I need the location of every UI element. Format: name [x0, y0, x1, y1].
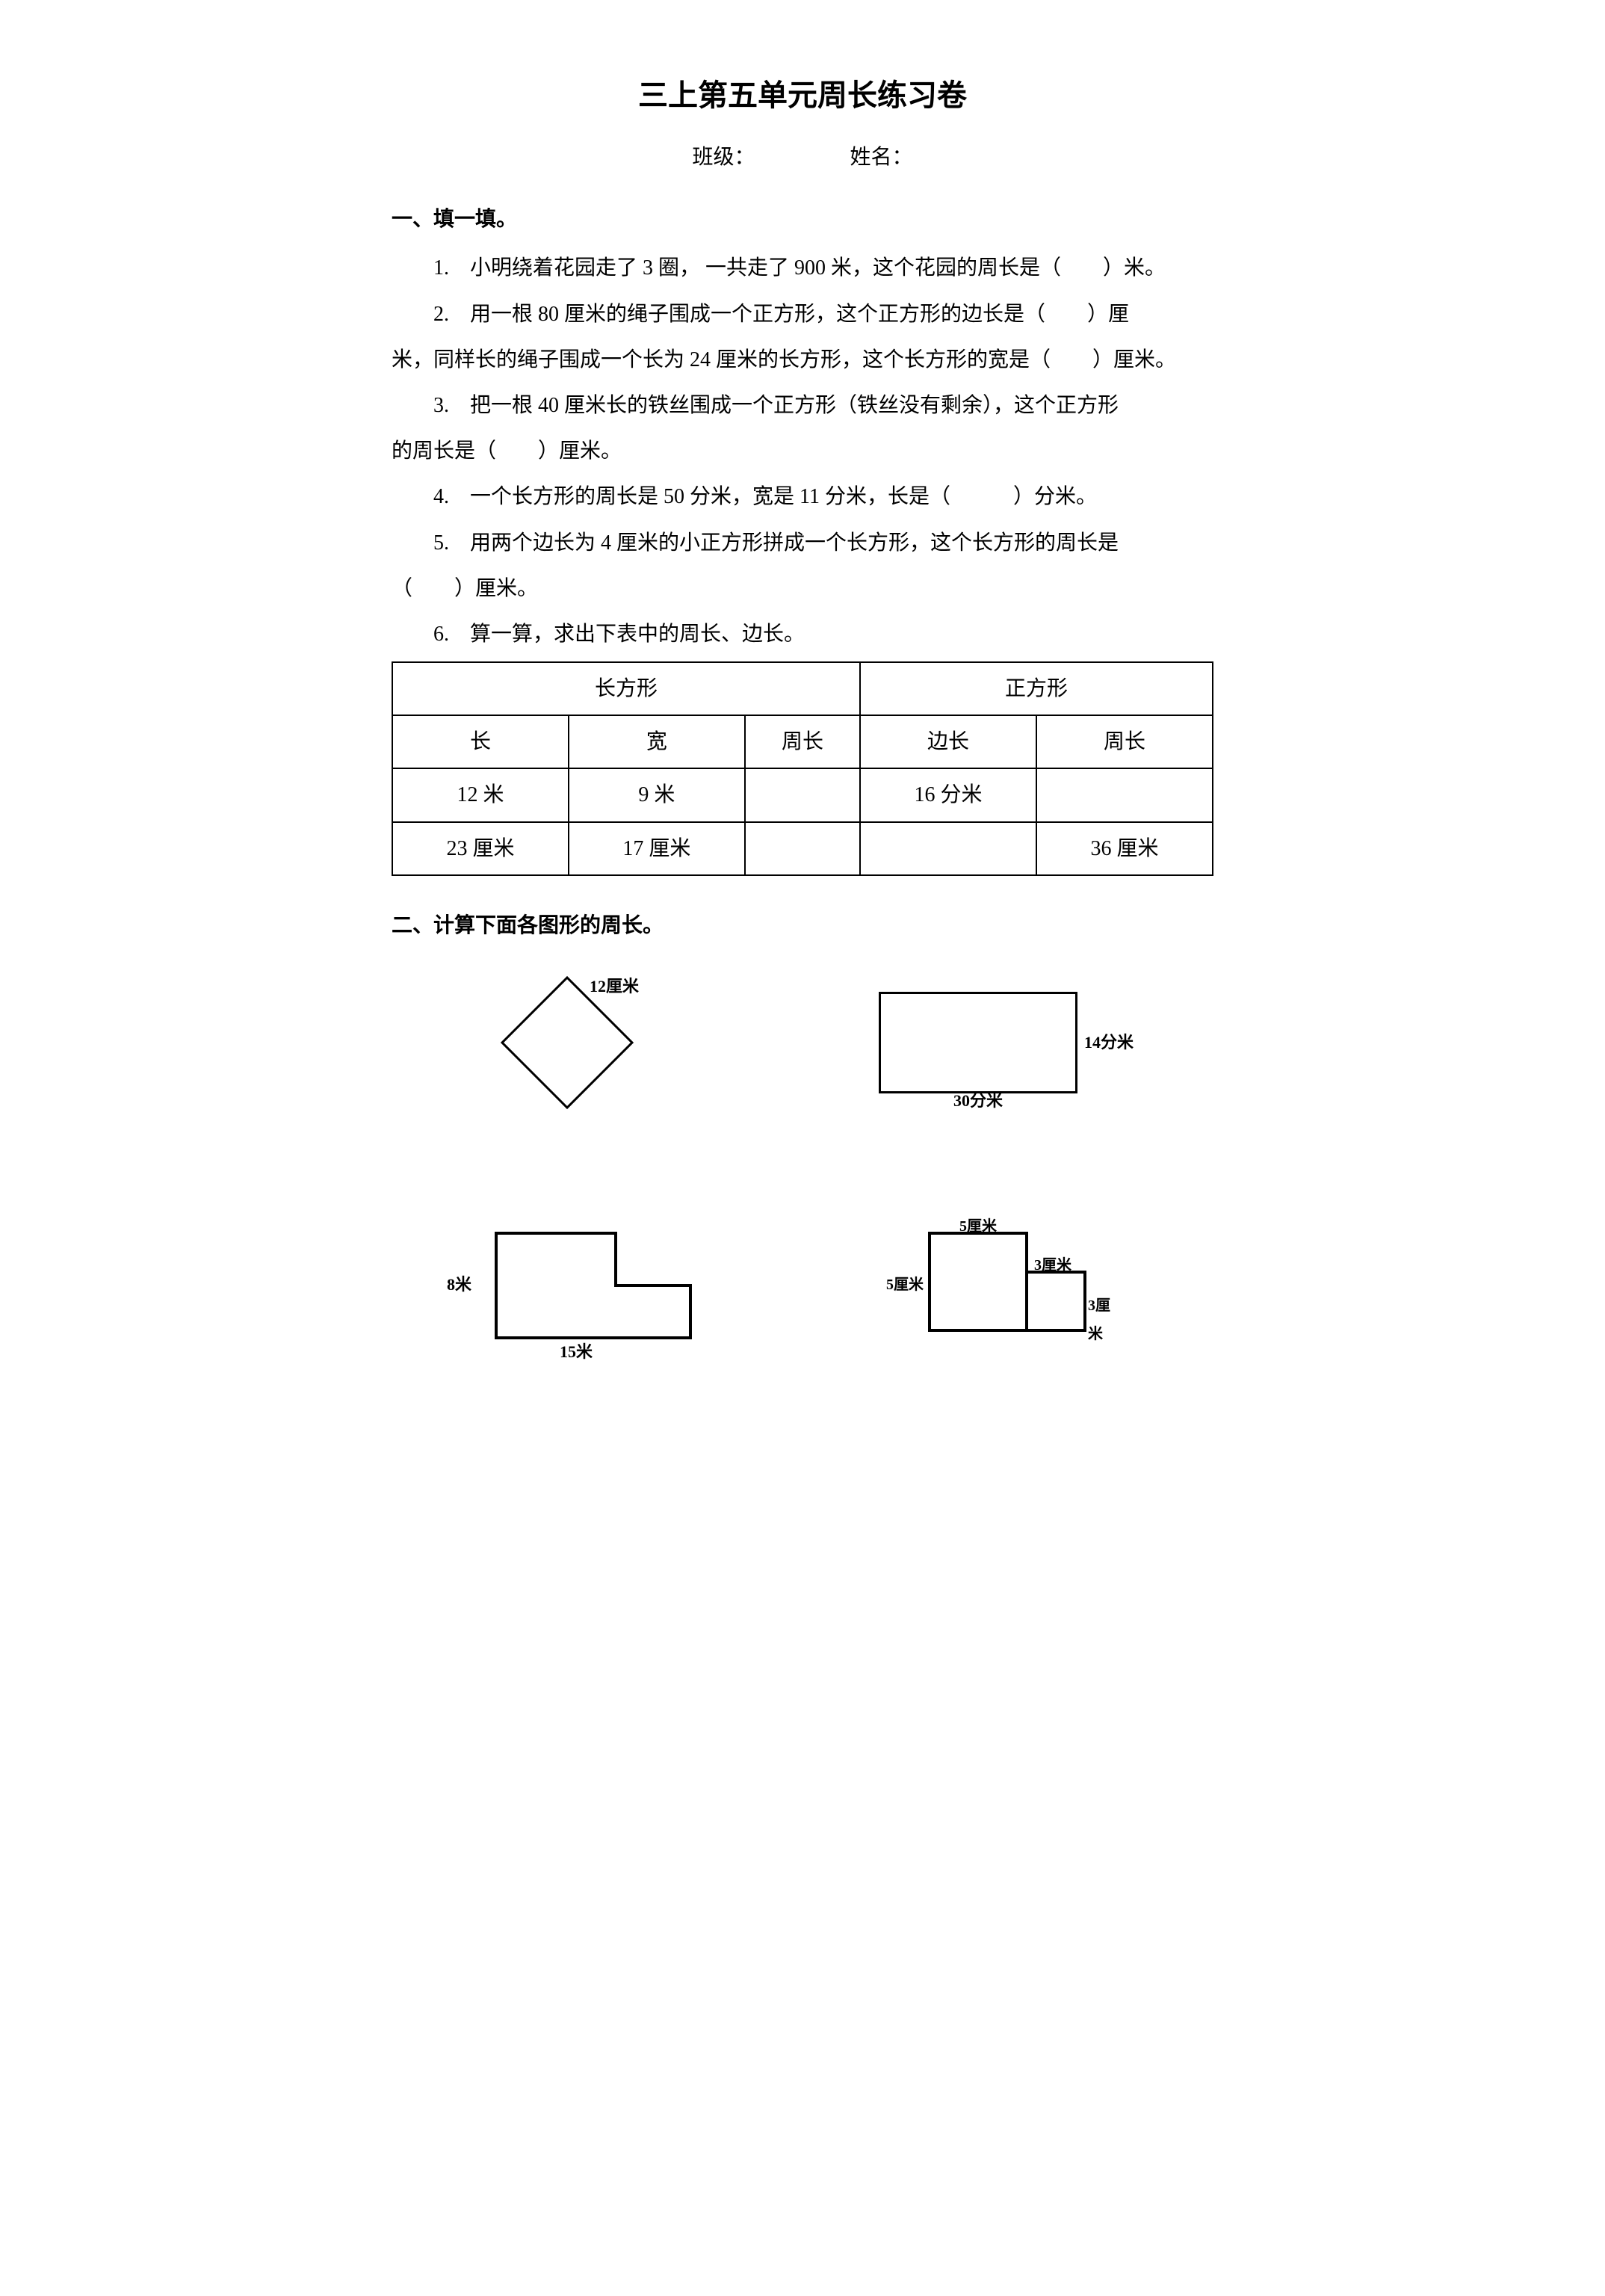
cell-blank[interactable]	[745, 822, 860, 875]
cell-blank[interactable]	[745, 768, 860, 821]
q2-text-d: ）厘米。	[1092, 348, 1176, 371]
col-width: 宽	[569, 715, 745, 768]
stair-left-label: 8米	[447, 1269, 471, 1300]
q5-line1: 5. 用两个边长为 4 厘米的小正方形拼成一个长方形，这个长方形的周长是	[392, 523, 1213, 563]
cell: 23 厘米	[392, 822, 569, 875]
q5-text-b: （	[392, 577, 412, 600]
page-title: 三上第五单元周长练习卷	[392, 67, 1213, 124]
col-side: 边长	[860, 715, 1036, 768]
section-1-heading: 一、填一填。	[392, 200, 1213, 239]
rect-width-label: 30分米	[953, 1085, 1003, 1117]
small-sq-right-label: 3厘米	[1088, 1292, 1124, 1348]
q3-text-b: 的周长是（	[392, 439, 496, 463]
q6: 6. 算一算，求出下表中的周长、边长。	[392, 614, 1213, 654]
q4: 4. 一个长方形的周长是 50 分米，宽是 11 分米，长是（ ）分米。	[392, 477, 1213, 516]
q3-line1: 3. 把一根 40 厘米长的铁丝围成一个正方形（铁丝没有剩余），这个正方形	[392, 386, 1213, 425]
cell-blank[interactable]	[1036, 768, 1213, 821]
perimeter-table: 长方形 正方形 长 宽 周长 边长 周长 12 米 9 米 16 分米 23 厘…	[392, 661, 1213, 876]
small-sq-top-label: 3厘米	[1034, 1251, 1071, 1280]
section-2-heading: 二、计算下面各图形的周长。	[392, 906, 1213, 945]
q1: 1. 小明绕着花园走了 3 圈， 一共走了 900 米，这个花园的周长是（ ）米。	[392, 248, 1213, 288]
figure-rectangle: 30分米 14分米	[836, 968, 1120, 1117]
cell: 12 米	[392, 768, 569, 821]
table-row: 12 米 9 米 16 分米	[392, 768, 1213, 821]
col-length: 长	[392, 715, 569, 768]
q1-text-b: ）米。	[1103, 256, 1166, 280]
q2-text-c: 米，同样长的绳子围成一个长为 24 厘米的长方形，这个长方形的宽是（	[392, 348, 1051, 371]
cell: 16 分米	[860, 768, 1036, 821]
table-row: 23 厘米 17 厘米 36 厘米	[392, 822, 1213, 875]
col-perimeter: 周长	[745, 715, 860, 768]
q2-line2: 米，同样长的绳子围成一个长为 24 厘米的长方形，这个长方形的宽是（ ）厘米。	[392, 340, 1213, 380]
hdr-rectangle: 长方形	[392, 662, 860, 715]
cell: 9 米	[569, 768, 745, 821]
name-label: 姓名：	[850, 138, 913, 177]
q4-text-b: ）分米。	[1013, 485, 1097, 508]
cell: 17 厘米	[569, 822, 745, 875]
stair-svg	[481, 1218, 705, 1345]
cell: 36 厘米	[1036, 822, 1213, 875]
big-sq-left-label: 5厘米	[886, 1271, 924, 1299]
q2-text-b: ）厘	[1087, 303, 1129, 326]
figures-row-2: 8米 15米 5厘米 5厘米 3厘米 3厘米	[392, 1207, 1213, 1357]
hdr-square: 正方形	[860, 662, 1213, 715]
rectangle-shape: 30分米 14分米	[879, 992, 1077, 1093]
two-squares-outline	[930, 1233, 1085, 1330]
q2-text-a: 2. 用一根 80 厘米的绳子围成一个正方形，这个正方形的边长是（	[433, 303, 1045, 326]
big-sq-top-label: 5厘米	[959, 1212, 997, 1241]
col-sq-perimeter: 周长	[1036, 715, 1213, 768]
q3-text-c: ）厘米。	[538, 439, 622, 463]
figure-stair: 8米 15米	[481, 1218, 705, 1345]
figure-diamond: 12厘米	[485, 968, 649, 1117]
q2-line1: 2. 用一根 80 厘米的绳子围成一个正方形，这个正方形的边长是（ ）厘	[392, 294, 1213, 334]
figures-row-1: 12厘米 30分米 14分米	[392, 968, 1213, 1117]
class-label: 班级：	[692, 138, 755, 177]
q1-text-a: 1. 小明绕着花园走了 3 圈， 一共走了 900 米，这个花园的周长是（	[433, 256, 1061, 280]
rect-height-label: 14分米	[1084, 1027, 1134, 1058]
q5-text-c: ）厘米。	[454, 577, 538, 600]
stair-bottom-label: 15米	[560, 1336, 593, 1368]
q4-text-a: 4. 一个长方形的周长是 50 分米，宽是 11 分米，长是（	[433, 485, 950, 508]
q3-line2: 的周长是（ ）厘米。	[392, 431, 1213, 471]
cell-blank[interactable]	[860, 822, 1036, 875]
q5-line2: （ ）厘米。	[392, 569, 1213, 608]
stair-polygon	[496, 1233, 690, 1338]
student-info-line: 班级： 姓名：	[392, 138, 1213, 177]
table-header-row-1: 长方形 正方形	[392, 662, 1213, 715]
figure-two-squares: 5厘米 5厘米 3厘米 3厘米	[885, 1218, 1124, 1345]
table-header-row-2: 长 宽 周长 边长 周长	[392, 715, 1213, 768]
diamond-side-label: 12厘米	[590, 971, 639, 1002]
